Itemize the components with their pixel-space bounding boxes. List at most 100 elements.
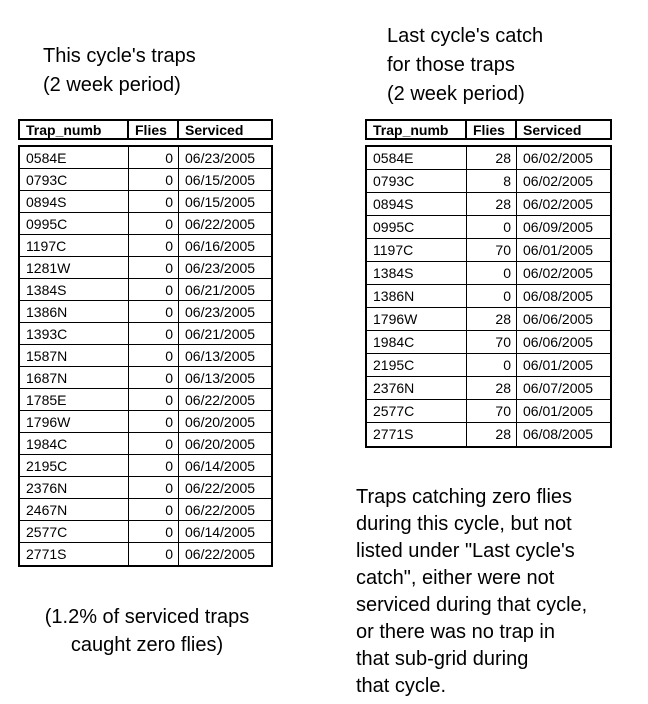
table-row: 2577C 70 06/01/2005 bbox=[367, 400, 610, 423]
trap-number-cell: 2577C bbox=[367, 400, 467, 422]
flies-cell: 0 bbox=[129, 235, 179, 256]
trap-number-cell: 1384S bbox=[367, 262, 467, 284]
table-row: 0584E 28 06/02/2005 bbox=[367, 147, 610, 170]
table-row: 0793C 8 06/02/2005 bbox=[367, 170, 610, 193]
flies-cell: 0 bbox=[129, 147, 179, 168]
zero-flies-percentage-note: (1.2% of serviced traps caught zero flie… bbox=[44, 606, 250, 656]
trap-number-cell: 1384S bbox=[20, 279, 129, 300]
table-row: 1386N 0 06/08/2005 bbox=[367, 285, 610, 308]
column-header-serviced: Serviced bbox=[523, 122, 582, 138]
column-header-trap-numb: Trap_numb bbox=[20, 121, 129, 138]
trap-number-cell: 0584E bbox=[20, 147, 129, 168]
table-row: 0793C 0 06/15/2005 bbox=[20, 169, 271, 191]
flies-cell: 0 bbox=[129, 213, 179, 234]
serviced-cell: 06/15/2005 bbox=[185, 194, 256, 210]
table-row: 0894S 28 06/02/2005 bbox=[367, 193, 610, 216]
table-row: 0584E 0 06/23/2005 bbox=[20, 147, 271, 169]
trap-number-cell: 1393C bbox=[20, 323, 129, 344]
serviced-cell: 06/14/2005 bbox=[185, 458, 256, 474]
flies-cell: 0 bbox=[129, 543, 179, 565]
flies-cell: 0 bbox=[129, 345, 179, 366]
serviced-cell: 06/16/2005 bbox=[185, 238, 256, 254]
trap-number-cell: 1281W bbox=[20, 257, 129, 278]
serviced-cell: 06/22/2005 bbox=[185, 546, 256, 562]
table-row: 1785E 0 06/22/2005 bbox=[20, 389, 271, 411]
trap-number-cell: 0793C bbox=[20, 169, 129, 190]
serviced-cell: 06/22/2005 bbox=[185, 502, 256, 518]
serviced-cell: 06/13/2005 bbox=[185, 370, 256, 386]
flies-cell: 0 bbox=[129, 411, 179, 432]
flies-cell: 28 bbox=[467, 308, 517, 330]
trap-number-cell: 1785E bbox=[20, 389, 129, 410]
trap-number-cell: 2376N bbox=[20, 477, 129, 498]
table-row: 1281W 0 06/23/2005 bbox=[20, 257, 271, 279]
trap-number-cell: 2467N bbox=[20, 499, 129, 520]
serviced-cell: 06/06/2005 bbox=[523, 311, 594, 327]
serviced-cell: 06/21/2005 bbox=[185, 282, 256, 298]
flies-cell: 0 bbox=[129, 521, 179, 542]
table-row: 2467N 0 06/22/2005 bbox=[20, 499, 271, 521]
serviced-cell: 06/20/2005 bbox=[185, 436, 256, 452]
trap-number-cell: 1197C bbox=[20, 235, 129, 256]
flies-cell: 0 bbox=[467, 285, 517, 307]
trap-number-cell: 1796W bbox=[367, 308, 467, 330]
table-row: 2376N 0 06/22/2005 bbox=[20, 477, 271, 499]
trap-number-cell: 1386N bbox=[20, 301, 129, 322]
this-cycle-traps-table: Trap_numb Flies Serviced 0584E 0 06/23/200… bbox=[18, 119, 273, 567]
table-row: 0894S 0 06/15/2005 bbox=[20, 191, 271, 213]
flies-cell: 0 bbox=[129, 433, 179, 454]
flies-cell: 70 bbox=[467, 400, 517, 422]
serviced-cell: 06/15/2005 bbox=[185, 172, 256, 188]
serviced-cell: 06/21/2005 bbox=[185, 326, 256, 342]
serviced-cell: 06/02/2005 bbox=[523, 150, 594, 166]
table-row: 0995C 0 06/09/2005 bbox=[367, 216, 610, 239]
flies-cell: 70 bbox=[467, 331, 517, 353]
trap-number-cell: 2195C bbox=[367, 354, 467, 376]
trap-number-cell: 1197C bbox=[367, 239, 467, 261]
table-header-row: Trap_numb Flies Serviced bbox=[365, 119, 612, 140]
trap-number-cell: 1984C bbox=[367, 331, 467, 353]
trap-number-cell: 0995C bbox=[20, 213, 129, 234]
serviced-cell: 06/07/2005 bbox=[523, 380, 594, 396]
flies-cell: 0 bbox=[129, 455, 179, 476]
flies-cell: 0 bbox=[129, 323, 179, 344]
trap-number-cell: 2577C bbox=[20, 521, 129, 542]
table-row: 2376N 28 06/07/2005 bbox=[367, 377, 610, 400]
table-row: 2771S 28 06/08/2005 bbox=[367, 423, 610, 446]
trap-number-cell: 2771S bbox=[20, 543, 129, 565]
serviced-cell: 06/22/2005 bbox=[185, 392, 256, 408]
column-header-serviced: Serviced bbox=[185, 122, 244, 138]
trap-number-cell: 0793C bbox=[367, 170, 467, 192]
table-row: 2195C 0 06/14/2005 bbox=[20, 455, 271, 477]
table-row: 1796W 28 06/06/2005 bbox=[367, 308, 610, 331]
serviced-cell: 06/01/2005 bbox=[523, 357, 594, 373]
table-row: 1796W 0 06/20/2005 bbox=[20, 411, 271, 433]
last-cycle-catch-table: Trap_numb Flies Serviced 0584E 28 06/02/20… bbox=[365, 119, 612, 448]
trap-number-cell: 1984C bbox=[20, 433, 129, 454]
table-row: 1587N 0 06/13/2005 bbox=[20, 345, 271, 367]
trap-number-cell: 0894S bbox=[367, 193, 467, 215]
flies-cell: 0 bbox=[129, 169, 179, 190]
table-row: 1393C 0 06/21/2005 bbox=[20, 323, 271, 345]
serviced-cell: 06/22/2005 bbox=[185, 216, 256, 232]
table-row: 1384S 0 06/02/2005 bbox=[367, 262, 610, 285]
flies-cell: 0 bbox=[467, 262, 517, 284]
trap-number-cell: 0894S bbox=[20, 191, 129, 212]
table-body: 0584E 0 06/23/2005 0793C 0 06/15/2005 0894S 0 06… bbox=[18, 145, 273, 567]
serviced-cell: 06/23/2005 bbox=[185, 260, 256, 276]
table-row: 1687N 0 06/13/2005 bbox=[20, 367, 271, 389]
table-row: 2771S 0 06/22/2005 bbox=[20, 543, 271, 565]
trap-number-cell: 2376N bbox=[367, 377, 467, 399]
serviced-cell: 06/02/2005 bbox=[523, 173, 594, 189]
table-row: 1384S 0 06/21/2005 bbox=[20, 279, 271, 301]
explanatory-note: Traps catching zero flies during this cy… bbox=[356, 486, 588, 697]
flies-cell: 0 bbox=[467, 354, 517, 376]
table-row: 1984C 0 06/20/2005 bbox=[20, 433, 271, 455]
serviced-cell: 06/02/2005 bbox=[523, 265, 594, 281]
serviced-cell: 06/23/2005 bbox=[185, 304, 256, 320]
last-cycle-title: Last cycle's catch for those traps (2 we… bbox=[387, 25, 544, 105]
table-row: 1197C 0 06/16/2005 bbox=[20, 235, 271, 257]
flies-cell: 0 bbox=[129, 477, 179, 498]
flies-cell: 0 bbox=[129, 257, 179, 278]
